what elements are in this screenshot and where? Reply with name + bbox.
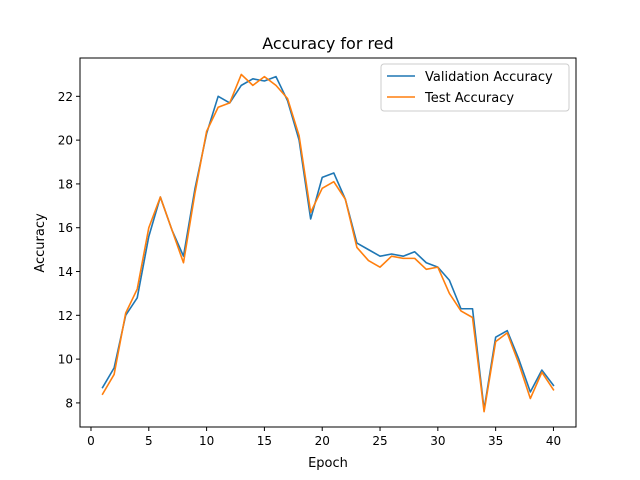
plot-area bbox=[101, 73, 555, 413]
legend: Validation Accuracy Test Accuracy bbox=[380, 63, 570, 112]
series-line-test bbox=[101, 73, 555, 413]
legend-box bbox=[380, 63, 570, 112]
y-axis: 8 10 12 14 16 18 20 22 bbox=[58, 90, 80, 410]
y-tick-label: 18 bbox=[58, 177, 73, 191]
legend-label-validation: Validation Accuracy bbox=[425, 70, 553, 85]
x-tick-label: 0 bbox=[87, 434, 95, 448]
chart-title: Accuracy for red bbox=[262, 34, 393, 53]
x-tick-label: 30 bbox=[430, 434, 445, 448]
x-tick-label: 40 bbox=[546, 434, 561, 448]
legend-label-test: Test Accuracy bbox=[424, 91, 514, 106]
x-tick-label: 35 bbox=[488, 434, 503, 448]
y-tick-label: 20 bbox=[58, 134, 73, 148]
x-axis: 0 5 10 15 20 25 30 35 40 bbox=[87, 427, 561, 448]
x-tick-label: 5 bbox=[145, 434, 153, 448]
y-tick-label: 8 bbox=[65, 396, 73, 410]
y-tick-label: 14 bbox=[58, 265, 73, 279]
x-tick-label: 25 bbox=[372, 434, 387, 448]
y-tick-label: 12 bbox=[58, 309, 73, 323]
x-tick-label: 15 bbox=[257, 434, 272, 448]
y-tick-label: 16 bbox=[58, 221, 73, 235]
x-tick-label: 20 bbox=[315, 434, 330, 448]
x-tick-label: 10 bbox=[199, 434, 214, 448]
x-axis-label: Epoch bbox=[308, 456, 348, 471]
y-axis-label: Accuracy bbox=[33, 213, 48, 273]
y-tick-label: 22 bbox=[58, 90, 73, 104]
axes-frame bbox=[79, 57, 577, 428]
y-tick-label: 10 bbox=[58, 353, 73, 367]
